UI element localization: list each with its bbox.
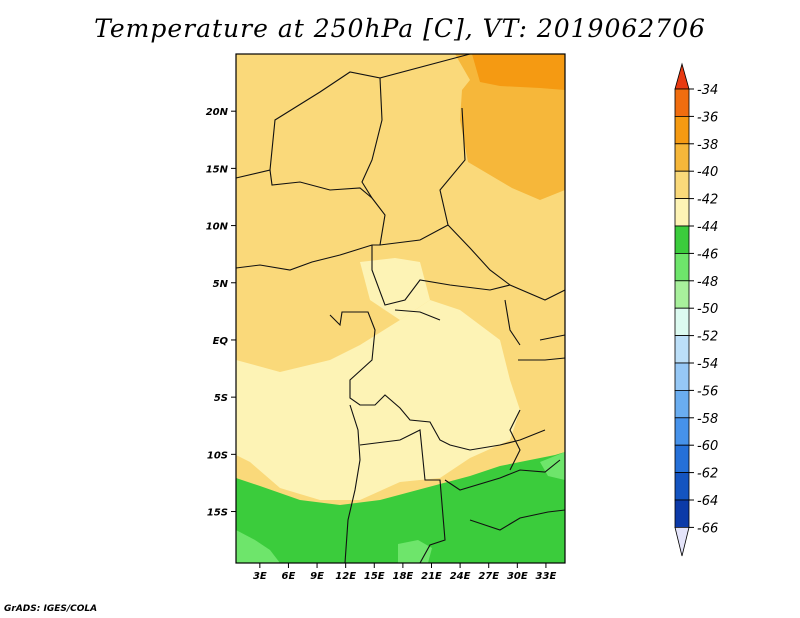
y-tick-label: 5S (214, 393, 228, 404)
colorbar-label: -50 (697, 302, 718, 317)
y-tick-label: 5N (213, 279, 229, 290)
colorbar-label: -36 (697, 110, 718, 125)
colorbar-label: -66 (697, 521, 718, 536)
x-tick-label: 9E (310, 571, 324, 582)
region-central-cool-north (360, 258, 430, 320)
colorbar-swatch (674, 198, 690, 227)
region-far-south-west (236, 530, 280, 563)
colorbar-label: -60 (697, 439, 718, 454)
colorbar-label: -44 (697, 220, 718, 235)
x-tick-label: 6E (282, 571, 296, 582)
x-tick-label: 21E (421, 571, 442, 582)
colorbar-label: -46 (697, 247, 718, 262)
grads-credit: GrADS: IGES/COLA (4, 604, 98, 614)
x-tick-label: 12E (335, 571, 356, 582)
colorbar-swatch (674, 444, 690, 474)
y-tick-label: 20N (206, 107, 229, 118)
chart-title: Temperature at 250hPa [C], VT: 201906270… (94, 14, 706, 43)
x-tick-label: 24E (450, 571, 471, 582)
colorbar-label: -54 (697, 357, 718, 372)
map-frame (235, 53, 566, 564)
y-tick-label: 15N (206, 164, 229, 175)
region-central-cool (236, 300, 520, 500)
country-borders (235, 53, 566, 564)
region-south-cold (236, 452, 565, 563)
map-area (235, 53, 566, 564)
region-northeast-warm (455, 54, 565, 200)
colorbar-swatch (674, 389, 690, 419)
colorbar-swatch (674, 88, 690, 117)
x-tick-label: 33E (536, 571, 557, 582)
y-tick-label: EQ (213, 336, 229, 347)
colorbar-label: -48 (697, 275, 718, 290)
x-tick-label: 3E (253, 571, 267, 582)
colorbar-label: -52 (697, 330, 718, 345)
colorbar-label: -34 (697, 83, 718, 98)
colorbar-swatch (674, 280, 690, 309)
x-tick-label: 18E (393, 571, 414, 582)
colorbar-top-arrow (674, 62, 690, 90)
colorbar-swatch (674, 116, 690, 145)
y-tick-label: 10N (206, 222, 229, 233)
colorbar-swatch (674, 417, 690, 446)
colorbar-swatch (674, 170, 690, 199)
colorbar-bottom-arrow (674, 527, 690, 557)
colorbar-label: -40 (697, 165, 718, 180)
y-tick-label: 15S (207, 508, 228, 519)
colorbar-swatch (674, 225, 690, 254)
x-tick-label: 30E (507, 571, 528, 582)
colorbar: -34 -36 -38 -40 -42 -44 -46 -48 -50 -52 -54 -56 -58 -… (674, 62, 718, 557)
x-tick-label: 15E (364, 571, 385, 582)
colorbar-label: -58 (697, 412, 718, 427)
colorbar-swatch (674, 307, 690, 337)
region-northeast-warmest (472, 54, 565, 90)
y-axis: 20N 15N 10N 5N EQ 5S 10S 15S (206, 107, 236, 519)
colorbar-swatch (674, 335, 690, 364)
colorbar-label: -56 (697, 384, 718, 399)
y-tick-label: 10S (207, 450, 228, 461)
colorbar-swatch (674, 499, 690, 528)
colorbar-label: -64 (697, 494, 718, 509)
colorbar-swatch (674, 362, 690, 391)
x-axis: 3E 6E 9E 12E 15E 18E 21E 24E 27E 30E 33E (253, 563, 557, 582)
x-tick-label: 27E (478, 571, 499, 582)
colorbar-label: -38 (697, 138, 718, 153)
colorbar-label: -42 (697, 193, 718, 208)
colorbar-label: -62 (697, 467, 718, 482)
colorbar-swatch (674, 472, 690, 501)
colorbar-swatch (674, 143, 690, 172)
colorbar-swatch (674, 252, 690, 282)
